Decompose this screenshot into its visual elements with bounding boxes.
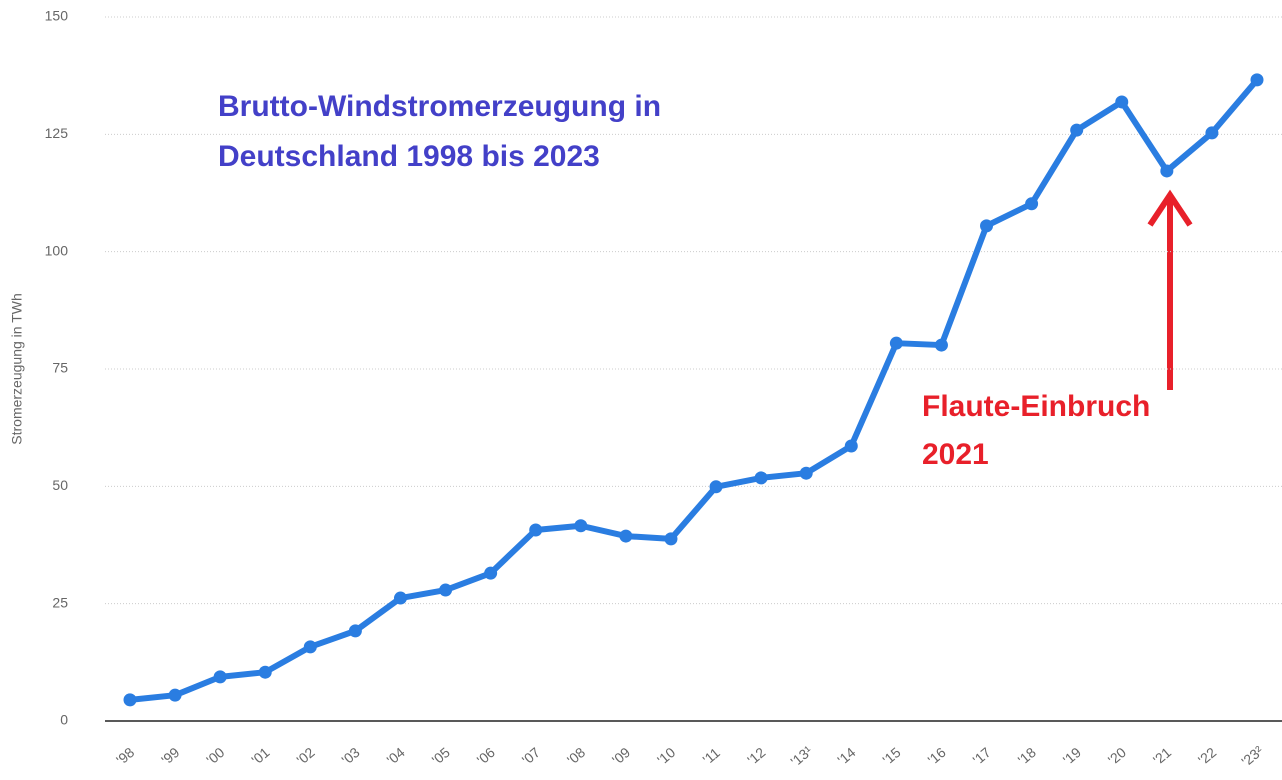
x-tick-label: '16	[924, 744, 948, 768]
y-tick-label: 25	[52, 594, 68, 610]
y-tick-label: 0	[60, 712, 68, 728]
x-tick-label: '14	[834, 744, 858, 768]
x-tick-label: '04	[384, 744, 408, 768]
x-tick-label: '06	[474, 744, 498, 768]
chart-title: Deutschland 1998 bis 2023	[218, 140, 600, 173]
data-point	[889, 336, 903, 350]
data-point	[574, 519, 588, 533]
annotation-arrowhead	[1147, 189, 1193, 227]
data-point	[1160, 164, 1174, 178]
x-tick-label: '03	[338, 744, 362, 768]
x-tick-label: '10	[654, 744, 678, 768]
x-tick-label: '05	[429, 744, 453, 768]
x-tick-label: '23²	[1238, 742, 1266, 769]
data-point	[934, 338, 948, 352]
data-point	[754, 471, 768, 485]
data-line	[129, 77, 1260, 703]
chart-title: Brutto-Windstromerzeugung in	[218, 90, 661, 123]
x-tick-label: '20	[1105, 744, 1129, 768]
x-tick-label: '22	[1195, 744, 1219, 768]
x-tick-label: '12	[744, 744, 768, 768]
data-point	[1070, 123, 1084, 137]
x-tick-label: '02	[293, 744, 317, 768]
y-tick-label: 150	[45, 8, 69, 24]
y-tick-label: 50	[52, 477, 68, 493]
data-point	[1115, 95, 1129, 109]
data-point	[664, 532, 678, 546]
data-point	[439, 583, 453, 597]
x-tick-label: '18	[1015, 744, 1039, 768]
data-point	[393, 591, 407, 605]
annotation: 2021	[922, 438, 989, 471]
x-tick-label: '99	[158, 744, 182, 768]
x-tick-label: '98	[113, 744, 137, 768]
x-tick-label: '08	[564, 744, 588, 768]
x-tick-label: '17	[970, 744, 994, 768]
y-tick-label: 125	[45, 125, 69, 141]
x-tick-label: '01	[248, 744, 272, 768]
data-point	[123, 693, 137, 707]
x-tick-label: '11	[699, 744, 723, 767]
data-point	[709, 480, 723, 494]
data-point	[799, 466, 813, 480]
data-point	[980, 219, 994, 233]
data-point	[348, 624, 362, 638]
x-tick-label: '21	[1150, 744, 1174, 768]
data-point	[303, 640, 317, 654]
data-point	[484, 566, 498, 580]
y-tick-label: 75	[52, 360, 68, 376]
x-tick-label: '00	[203, 744, 227, 768]
y-axis-label: Stromerzeugung in TWh	[9, 293, 25, 444]
annotation: Flaute-Einbruch	[922, 390, 1150, 423]
data-point	[213, 670, 227, 684]
x-tick-label: '07	[519, 744, 543, 768]
data-point	[619, 529, 633, 543]
x-tick-label: '09	[609, 744, 633, 768]
x-tick-label: '15	[879, 744, 903, 768]
y-tick-label: 100	[45, 242, 69, 258]
data-point	[258, 665, 272, 679]
data-point	[168, 688, 182, 702]
data-point	[1250, 73, 1264, 87]
data-point	[1025, 197, 1039, 211]
data-point	[529, 523, 543, 537]
data-point	[844, 439, 858, 453]
x-tick-label: '19	[1060, 744, 1084, 768]
data-point	[1205, 126, 1219, 140]
x-tick-label: '13¹	[787, 742, 815, 769]
